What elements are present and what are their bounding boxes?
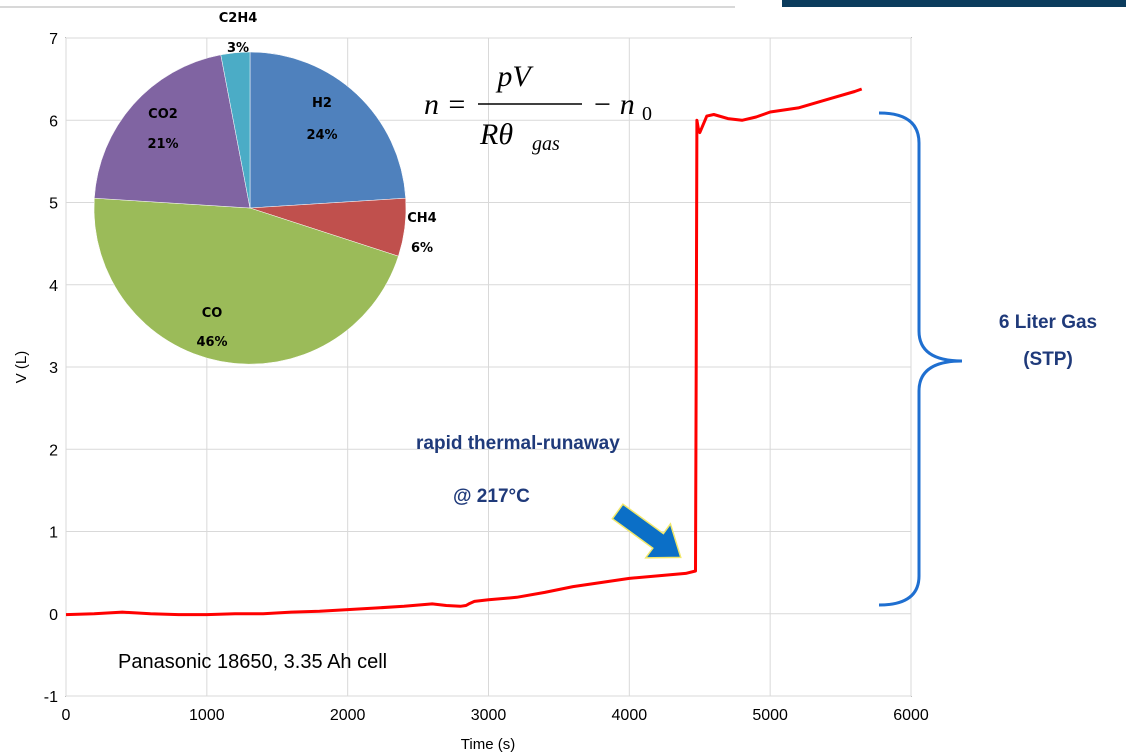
inset-pie: H2 24% CH4 6% CO 46% CO2 21% C2H4 3% [93,11,437,365]
formula-den-subscript: gas [532,133,560,155]
y-tick-label: 4 [49,278,58,295]
formula-rhs-subscript: 0 [642,103,652,125]
x-tick-label: 3000 [471,707,507,724]
formula: n = pV Rθ gas − n 0 [424,60,652,155]
annotation-stp: (STP) [1023,349,1073,370]
curly-brace-icon [878,111,963,607]
formula-denominator: Rθ [479,118,513,151]
pie-slice-percent: 6% [411,241,433,256]
x-tick-label: 6000 [893,707,929,724]
pie-slice-label: CH4 [407,211,436,226]
x-axis-label: Time (s) [461,736,515,753]
formula-numerator: pV [495,60,534,93]
x-tick-label: 1000 [189,707,225,724]
x-tick-label: 0 [62,707,71,724]
pie-slice-label: CO2 [148,107,178,122]
pie-slice [220,51,251,209]
annotation-cell: Panasonic 18650, 3.35 Ah cell [118,651,387,673]
arrow-icon [611,503,682,559]
y-tick-label: 5 [49,196,58,213]
x-tick-label: 5000 [752,707,788,724]
pie-slice [249,51,406,209]
y-tick-label: 2 [49,442,58,459]
x-tick-label: 4000 [612,707,648,724]
pie-slice-percent: 21% [147,137,178,152]
pie-slice-label: C2H4 [219,11,258,26]
y-tick-label: 3 [49,360,58,377]
y-tick-label: 6 [49,113,58,130]
pie-slice-label: CO [202,306,223,321]
y-axis-label: V (L) [13,351,30,384]
y-tick-label: 7 [49,31,58,48]
pie-slice-percent: 24% [306,128,337,143]
pie-slice-percent: 3% [227,41,249,56]
annotation-gas: 6 Liter Gas [999,312,1097,333]
pie-slice-label: H2 [312,96,332,111]
header-bar [782,0,1126,7]
pie-slice [93,197,399,365]
formula-rhs: − n [592,88,635,121]
series-layer [65,87,863,617]
x-tick-label: 2000 [330,707,366,724]
pie-slice-percent: 46% [196,335,227,350]
annotation-runaway: rapid thermal-runaway [416,433,620,454]
series-line [65,87,863,617]
y-tick-label: 1 [49,525,58,542]
formula-lhs: n = [424,88,467,121]
annotation-temperature: @ 217°C [453,486,530,507]
pie-slice [94,54,251,209]
y-tick-label: 0 [49,607,58,624]
y-tick-label: -1 [44,689,58,706]
